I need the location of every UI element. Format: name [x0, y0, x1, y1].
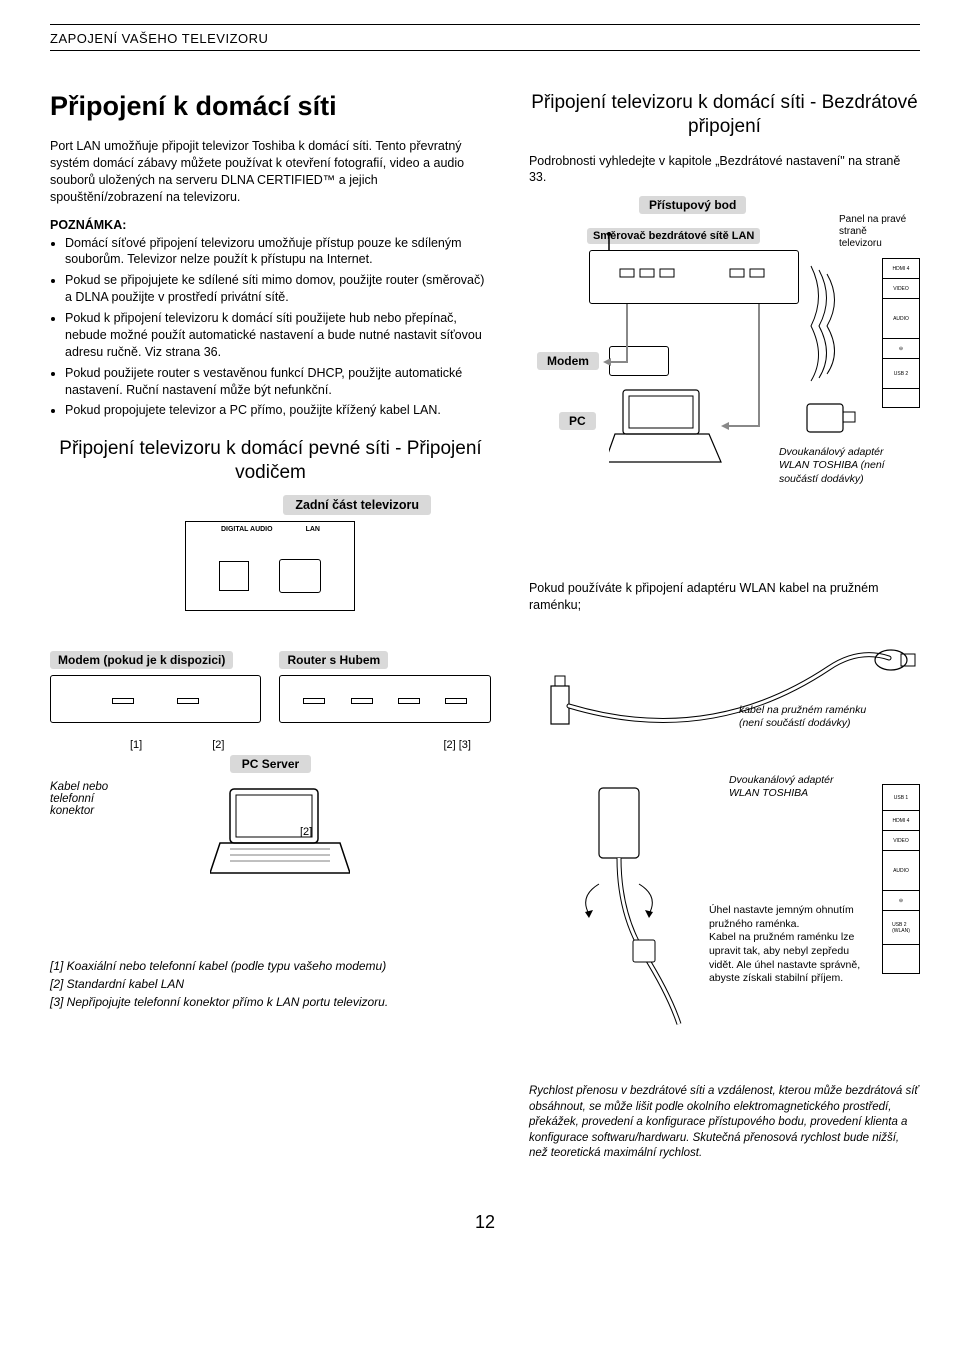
gooseneck-cable-illustration: kabel na pružném raménku (není součástí … — [529, 628, 920, 768]
footnote: [2] Standardní kabel LAN — [50, 975, 491, 993]
gooseneck-cable-caption: kabel na pružném raménku (není součástí … — [739, 704, 879, 730]
wireless-intro: Podrobnosti vyhledejte v kapitole „Bezdr… — [529, 153, 920, 187]
bullet: Pokud k připojení televizoru k domácí sí… — [65, 310, 491, 361]
wired-heading: Připojení televizoru k domácí pevné síti… — [50, 437, 491, 485]
connection-lines — [529, 196, 929, 496]
modem-diagram — [50, 675, 261, 723]
cable-body: Pokud používáte k připojení adaptéru WLA… — [529, 580, 920, 614]
intro-paragraph: Port LAN umožňuje připojit televizor Tos… — [50, 138, 491, 206]
note-label: POZNÁMKA: — [50, 218, 491, 232]
ref-2a: [2] — [212, 739, 224, 751]
page-header: ZAPOJENÍ VAŠEHO TELEVIZORU — [50, 25, 920, 51]
lan-port-icon — [279, 559, 321, 593]
ref-23: [2] [3] — [443, 739, 471, 751]
pc-server-label: PC Server — [230, 755, 311, 773]
note-bullets: Domácí síťové připojení televizoru umožň… — [50, 235, 491, 420]
tv-side-panel-2: USB 1 HDMI 4 VIDEO AUDIO ⊖ USB 2(WLAN) — [882, 784, 920, 974]
ref-2b: [2] — [300, 826, 312, 838]
cable-connector-note: Kabel nebo telefonní konektor — [50, 781, 130, 817]
modem-label: Modem (pokud je k dispozici) — [50, 651, 233, 669]
wireless-diagram: Přístupový bod Směrovač bezdrátové sítě … — [529, 196, 920, 506]
ref-1: [1] — [130, 739, 142, 751]
adapter-on-gooseneck-icon — [559, 784, 709, 1034]
main-title: Připojení k domácí síti — [50, 91, 491, 122]
tv-back-diagram: DIGITAL AUDIO LAN — [185, 521, 355, 611]
digital-audio-label: DIGITAL AUDIO — [221, 526, 273, 533]
wireless-heading: Připojení televizoru k domácí síti - Bez… — [529, 91, 920, 139]
gooseneck-diagram: Dvoukanálový adaptér WLAN TOSHIBA Úhel n… — [529, 774, 920, 1044]
bullet: Domácí síťové připojení televizoru umožň… — [65, 235, 491, 269]
speed-disclaimer: Rychlost přenosu v bezdrátové síti a vzd… — [529, 1084, 920, 1162]
audio-port-icon — [219, 561, 249, 591]
footnotes: [1] Koaxiální nebo telefonní kabel (podl… — [50, 957, 491, 1011]
tv-back-label: Zadní část televizoru — [283, 495, 431, 515]
router-label: Router s Hubem — [279, 651, 388, 669]
gooseneck-angle-note: Úhel nastavte jemným ohnutím pružného ra… — [709, 904, 869, 986]
footnote: [3] Nepřipojujte telefonní konektor přím… — [50, 993, 491, 1011]
page-number: 12 — [50, 1212, 920, 1233]
laptop-icon — [210, 785, 350, 875]
router-diagram — [279, 675, 490, 723]
bullet: Pokud se připojujete ke sdílené síti mim… — [65, 272, 491, 306]
lan-label: LAN — [306, 526, 320, 533]
footnote: [1] Koaxiální nebo telefonní kabel (podl… — [50, 957, 491, 975]
bullet: Pokud použijete router s vestavěnou funk… — [65, 365, 491, 399]
wlan-caption-2: Dvoukanálový adaptér WLAN TOSHIBA — [729, 774, 859, 800]
bullet: Pokud propojujete televizor a PC přímo, … — [65, 402, 491, 419]
